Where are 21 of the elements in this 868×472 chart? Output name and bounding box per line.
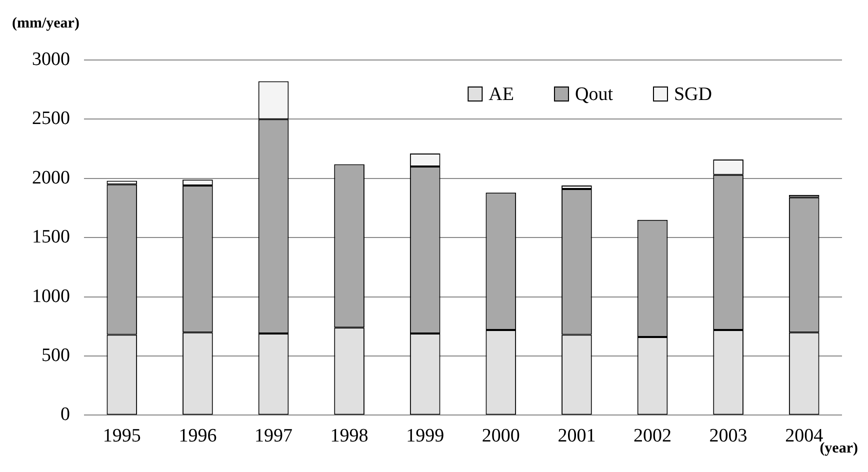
y-tick-label: 1000 [32,286,70,307]
x-tick-label: 1999 [406,426,444,447]
y-axis-title: (mm/year) [12,15,80,32]
y-tick-label: 2500 [32,108,70,130]
x-tick-label: 1998 [330,426,368,447]
x-tick-label: 2002 [634,426,672,447]
y-tick-label: 0 [60,404,70,426]
y-tick-label: 3000 [32,48,70,70]
x-tick-label: 1997 [254,426,292,447]
y-tick-label: 2000 [32,167,70,188]
x-tick-label: 2001 [558,426,596,447]
legend-label: AE [488,84,514,105]
x-tick-label: 1996 [178,426,217,447]
x-tick-label: 1995 [102,426,141,447]
x-tick-label: 2000 [482,426,520,447]
x-tick-label: 2003 [709,426,748,447]
y-tick-label: 500 [42,344,70,366]
legend-label: SGD [674,84,712,105]
legend-label: Qout [574,84,614,105]
x-axis-title: (year) [820,440,858,457]
y-tick-label: 1500 [32,226,70,248]
